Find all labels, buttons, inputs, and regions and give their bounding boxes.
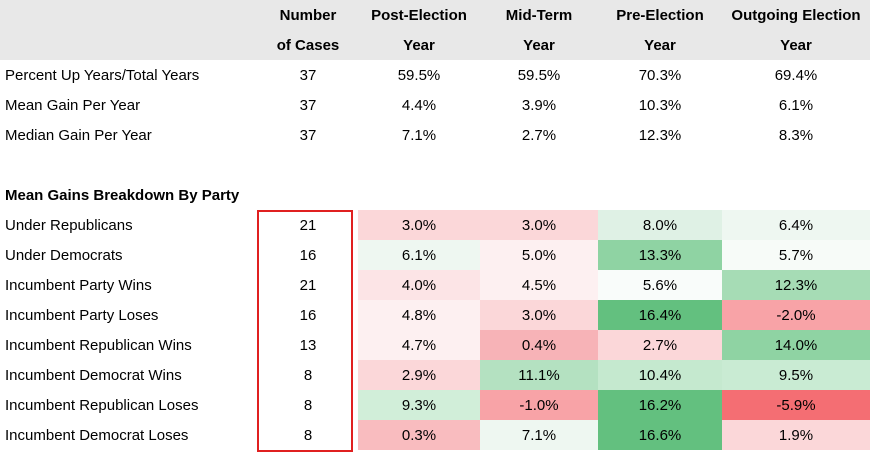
- header-post-election: Post-Election: [358, 0, 480, 30]
- header-outgoing-election: Outgoing Election: [722, 0, 870, 30]
- out-cell: 12.3%: [722, 270, 870, 300]
- row-label: Under Democrats: [5, 246, 123, 264]
- out-cell: -2.0%: [722, 300, 870, 330]
- header-mid-term-sub: Year: [480, 30, 598, 60]
- row-label: Under Republicans: [5, 216, 133, 234]
- pre-cell: 13.3%: [598, 240, 722, 270]
- row-label: Incumbent Republican Wins: [5, 336, 192, 354]
- mid-cell: 3.9%: [521, 96, 557, 114]
- cases-cell: 16: [299, 306, 317, 324]
- cases-cell: 37: [299, 96, 317, 114]
- post-cell: 3.0%: [358, 210, 480, 240]
- cases-cell: 8: [303, 396, 313, 414]
- cases-cell: 37: [299, 126, 317, 144]
- post-cell: 4.4%: [401, 96, 437, 114]
- cases-cell: 8: [303, 366, 313, 384]
- header-post-election-sub: Year: [358, 30, 480, 60]
- section-row: Mean Gains Breakdown By Party: [0, 180, 870, 210]
- header-cases-sub: of Cases: [258, 30, 358, 60]
- table-row: Incumbent Democrat Loses 8 0.3% 7.1% 16.6% 1.…: [0, 420, 870, 450]
- table-row: Incumbent Republican Loses 8 9.3% -1.0% 16.2…: [0, 390, 870, 420]
- out-cell: 9.5%: [722, 360, 870, 390]
- cases-cell: 37: [299, 66, 317, 84]
- pre-cell: 10.3%: [638, 96, 682, 114]
- out-cell: 6.1%: [778, 96, 814, 114]
- row-label: Incumbent Republican Loses: [5, 396, 199, 414]
- pre-cell: 16.6%: [598, 420, 722, 450]
- header-outgoing-election-sub: Year: [722, 30, 870, 60]
- cases-cell: 21: [299, 216, 317, 234]
- row-label: Mean Gain Per Year: [5, 96, 141, 114]
- header-row-2: of Cases Year Year Year Year: [0, 30, 870, 60]
- table-row: Incumbent Democrat Wins 8 2.9% 11.1% 10.4% 9.…: [0, 360, 870, 390]
- mid-cell: 11.1%: [480, 360, 598, 390]
- table-row: Incumbent Party Wins 21 4.0% 4.5% 5.6% 12.3%: [0, 270, 870, 300]
- post-cell: 7.1%: [401, 126, 437, 144]
- cases-cell: 21: [299, 276, 317, 294]
- header-pre-election-sub: Year: [598, 30, 722, 60]
- pre-cell: 5.6%: [598, 270, 722, 300]
- mid-cell: 0.4%: [480, 330, 598, 360]
- section-title: Mean Gains Breakdown By Party: [5, 186, 240, 204]
- out-cell: 8.3%: [778, 126, 814, 144]
- row-label: Incumbent Party Loses: [5, 306, 159, 324]
- row-label: Median Gain Per Year: [5, 126, 152, 144]
- out-cell: 14.0%: [722, 330, 870, 360]
- mid-cell: 3.0%: [480, 210, 598, 240]
- pre-cell: 8.0%: [598, 210, 722, 240]
- mid-cell: 3.0%: [480, 300, 598, 330]
- post-cell: 6.1%: [358, 240, 480, 270]
- post-cell: 2.9%: [358, 360, 480, 390]
- post-cell: 9.3%: [358, 390, 480, 420]
- mid-cell: 7.1%: [480, 420, 598, 450]
- header-blank: [0, 30, 258, 60]
- mid-cell: 5.0%: [480, 240, 598, 270]
- out-cell: 1.9%: [722, 420, 870, 450]
- spacer-row: [0, 150, 870, 180]
- pre-cell: 16.4%: [598, 300, 722, 330]
- out-cell: -5.9%: [722, 390, 870, 420]
- out-cell: 69.4%: [774, 66, 818, 84]
- table-row: Under Republicans 21 3.0% 3.0% 8.0% 6.4%: [0, 210, 870, 240]
- table-row: Mean Gain Per Year 37 4.4% 3.9% 10.3% 6.…: [0, 90, 870, 120]
- row-label: Incumbent Democrat Wins: [5, 366, 182, 384]
- table-row: Median Gain Per Year 37 7.1% 2.7% 12.3% …: [0, 120, 870, 150]
- post-cell: 4.7%: [358, 330, 480, 360]
- out-cell: 5.7%: [722, 240, 870, 270]
- cases-cell: 16: [299, 246, 317, 264]
- header-row-1: Number Post-Election Mid-Term Pre-Electi…: [0, 0, 870, 30]
- row-label: Percent Up Years/Total Years: [5, 66, 200, 84]
- row-label: Incumbent Democrat Loses: [5, 426, 189, 444]
- post-cell: 4.0%: [358, 270, 480, 300]
- post-cell: 0.3%: [358, 420, 480, 450]
- out-cell: 6.4%: [722, 210, 870, 240]
- mid-cell: -1.0%: [480, 390, 598, 420]
- cases-cell: 13: [299, 336, 317, 354]
- mid-cell: 4.5%: [480, 270, 598, 300]
- table-row: Incumbent Party Loses 16 4.8% 3.0% 16.4% -2.0…: [0, 300, 870, 330]
- pre-cell: 10.4%: [598, 360, 722, 390]
- header-cases: Number: [258, 0, 358, 30]
- pre-cell: 12.3%: [638, 126, 682, 144]
- table-row: Percent Up Years/Total Years 37 59.5% 59…: [0, 60, 870, 90]
- pre-cell: 70.3%: [638, 66, 682, 84]
- table-row: Under Democrats 16 6.1% 5.0% 13.3% 5.7%: [0, 240, 870, 270]
- header-mid-term: Mid-Term: [480, 0, 598, 30]
- mid-cell: 59.5%: [517, 66, 561, 84]
- post-cell: 4.8%: [358, 300, 480, 330]
- cases-cell: 8: [303, 426, 313, 444]
- pre-cell: 2.7%: [598, 330, 722, 360]
- header-pre-election: Pre-Election: [598, 0, 722, 30]
- row-label: Incumbent Party Wins: [5, 276, 152, 294]
- header-blank: [0, 0, 258, 30]
- table-row: Incumbent Republican Wins 13 4.7% 0.4% 2.7% 1…: [0, 330, 870, 360]
- mid-cell: 2.7%: [521, 126, 557, 144]
- post-cell: 59.5%: [397, 66, 441, 84]
- pre-cell: 16.2%: [598, 390, 722, 420]
